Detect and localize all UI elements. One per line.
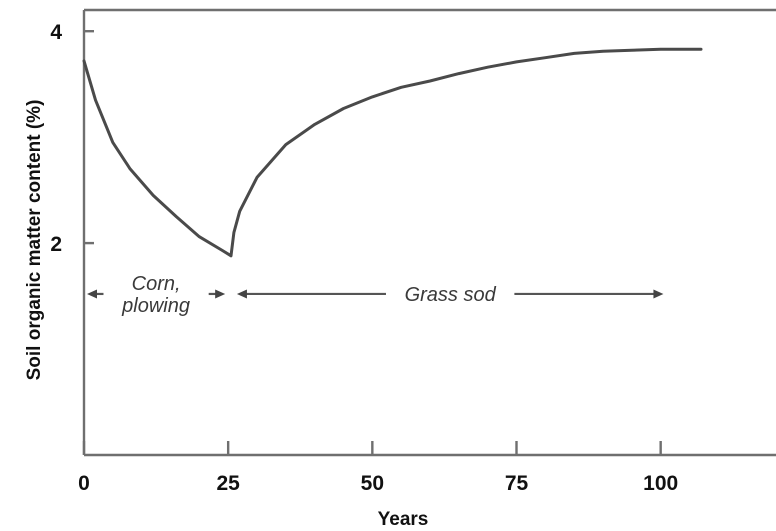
x-tick-label: 75 bbox=[505, 472, 529, 495]
grass-arrow-left-head bbox=[236, 289, 247, 299]
ticks: 0 25 50 75 100 2 4 bbox=[50, 21, 678, 495]
series-line bbox=[82, 47, 703, 258]
corn-arrow-right-head bbox=[215, 289, 226, 299]
corn-annotation-text: plowing bbox=[121, 295, 190, 317]
y-axis-title: Soil organic matter content (%) bbox=[24, 100, 45, 381]
x-tick-label: 100 bbox=[643, 472, 678, 495]
x-axis-title: Years bbox=[378, 509, 429, 530]
x-tick-label: 0 bbox=[78, 472, 90, 495]
corn-arrow-left-head bbox=[87, 289, 97, 299]
y-tick-label: 4 bbox=[50, 21, 62, 44]
grass-arrow-right-head bbox=[653, 289, 664, 299]
x-tick-label: 25 bbox=[216, 472, 240, 495]
annotations: Corn,plowing Grass sod bbox=[87, 273, 664, 317]
y-tick-label: 2 bbox=[50, 233, 62, 256]
x-tick-label: 50 bbox=[361, 472, 384, 495]
corn-annotation-text: Corn, bbox=[132, 273, 181, 295]
grass-annotation-text: Grass sod bbox=[405, 284, 497, 306]
series bbox=[82, 47, 703, 258]
axes bbox=[82, 8, 776, 457]
